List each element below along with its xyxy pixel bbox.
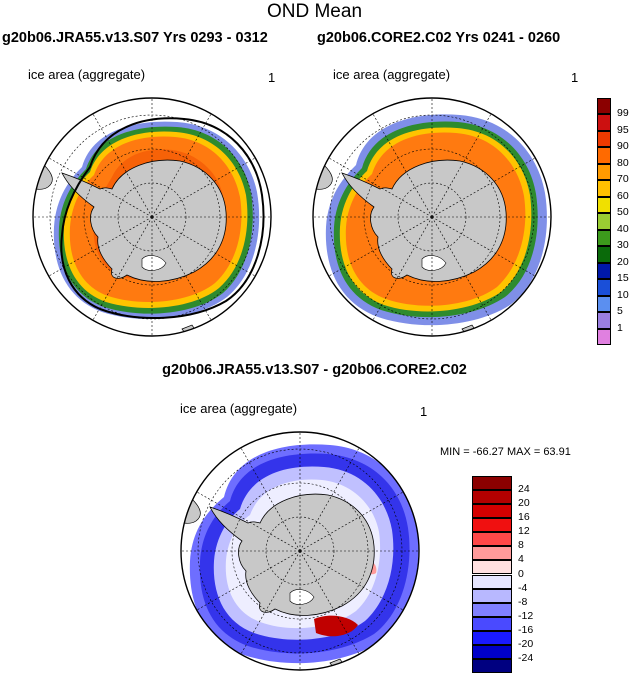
diff-colorbar-swatch [472,630,512,645]
top-colorbar-tick-label: 10 [617,288,629,301]
top-colorbar-tick-label: 20 [617,255,629,268]
diff-colorbar-tick-label: 4 [518,553,524,566]
top-colorbar-swatch [597,295,611,313]
diff-colorbar-swatch [472,602,512,617]
left-ross-ice-shelf [141,255,167,271]
top-colorbar-tick-label: 60 [617,189,629,202]
top-colorbar-tick-label: 30 [617,239,629,252]
top-colorbar-tick-label: 70 [617,173,629,186]
top-colorbar-swatch [597,98,611,115]
diff-colorbar-swatch [472,518,512,533]
top-colorbar-tick-label: 40 [617,222,629,235]
top-colorbar-swatch [597,147,611,164]
diff-colorbar-tick-label: -8 [518,595,528,608]
diff-panel-header: g20b06.JRA55.v13.S07 - g20b06.CORE2.C02 [162,362,467,378]
top-colorbar-tick-label: 99 [617,107,629,120]
diff-colorbar-swatch [472,532,512,547]
diff-colorbar-swatch [472,560,512,575]
right-panel-label: ice area (aggregate) [333,67,451,82]
diff-colorbar-tick-label: 12 [518,525,530,538]
diff-colorbar-tick-label: 16 [518,511,530,524]
diff-colorbar-swatch [472,476,512,491]
left-polar-map [32,97,272,337]
top-colorbar-swatch [597,130,611,148]
left-panel-label: ice area (aggregate) [28,67,146,82]
right-antarctica [341,159,507,282]
top-colorbar-tick-label: 50 [617,206,629,219]
diff-colorbar-tick-label: 8 [518,539,524,552]
top-colorbar-swatch [597,163,611,181]
top-colorbar-tick-label: 95 [617,123,629,136]
diff-colorbar: 24 20 16 12 8 4 0 -4 -8 -12 -16 -20 -24 [472,476,542,673]
top-colorbar-swatch [597,196,611,214]
left-observed-ice-edge [60,117,265,320]
top-colorbar-swatch [597,279,611,296]
top-colorbar-swatch [597,312,611,329]
diff-colorbar-tick-label: -24 [518,651,534,664]
diff-colorbar-tick-label: 20 [518,497,530,510]
top-colorbar-tick-label: 15 [617,272,629,285]
top-colorbar-swatch [597,114,611,131]
diff-colorbar-swatch [472,546,512,561]
diff-antarctica [209,493,375,616]
right-polar-map [312,97,552,337]
top-colorbar-tick-label: 80 [617,156,629,169]
top-colorbar-swatch [597,180,611,197]
top-colorbar: 99 95 90 80 70 60 50 40 30 20 15 10 5 1 [597,98,629,345]
top-colorbar-swatch [597,328,611,345]
diff-colorbar-swatch [472,504,512,519]
top-colorbar-swatch [597,213,611,230]
left-antarctica [61,159,227,282]
diff-colorbar-tick-label: -16 [518,623,534,636]
diff-polar-map [180,431,420,671]
page-title: OND Mean [266,1,363,22]
diff-colorbar-tick-label: -4 [518,581,528,594]
diff-colorbar-tick-label: -20 [518,637,534,650]
right-panel-number: 1 [571,70,579,85]
diff-colorbar-swatch [472,644,512,659]
right-ross-ice-shelf [421,255,447,271]
diff-colorbar-tick-label: 24 [518,483,530,496]
diff-colorbar-tick-label: 0 [518,567,524,580]
top-colorbar-tick-label: 1 [617,321,623,334]
left-panel-number: 1 [268,70,276,85]
diff-colorbar-swatch [472,588,512,603]
diff-red-patch-ross [314,615,358,637]
diff-panel-label: ice area (aggregate) [180,401,298,416]
diff-colorbar-swatch [472,490,512,505]
top-colorbar-swatch [597,246,611,263]
diff-colorbar-swatch [472,658,512,673]
top-colorbar-tick-label: 5 [617,305,623,318]
diff-panel-number: 1 [420,404,428,419]
diff-colorbar-swatch [472,616,512,631]
diff-colorbar-tick-label: -12 [518,609,534,622]
diff-colorbar-swatch [472,574,512,589]
diff-minmax-text: MIN = -66.27 MAX = 63.91 [440,446,571,458]
top-colorbar-tick-label: 90 [617,140,629,153]
top-colorbar-swatch [597,229,611,247]
left-panel-header: g20b06.JRA55.v13.S07 Yrs 0293 - 0312 [2,30,268,46]
diff-ross-ice-shelf [289,589,315,605]
right-panel-header: g20b06.CORE2.C02 Yrs 0241 - 0260 [317,30,561,46]
top-colorbar-swatch [597,262,611,280]
